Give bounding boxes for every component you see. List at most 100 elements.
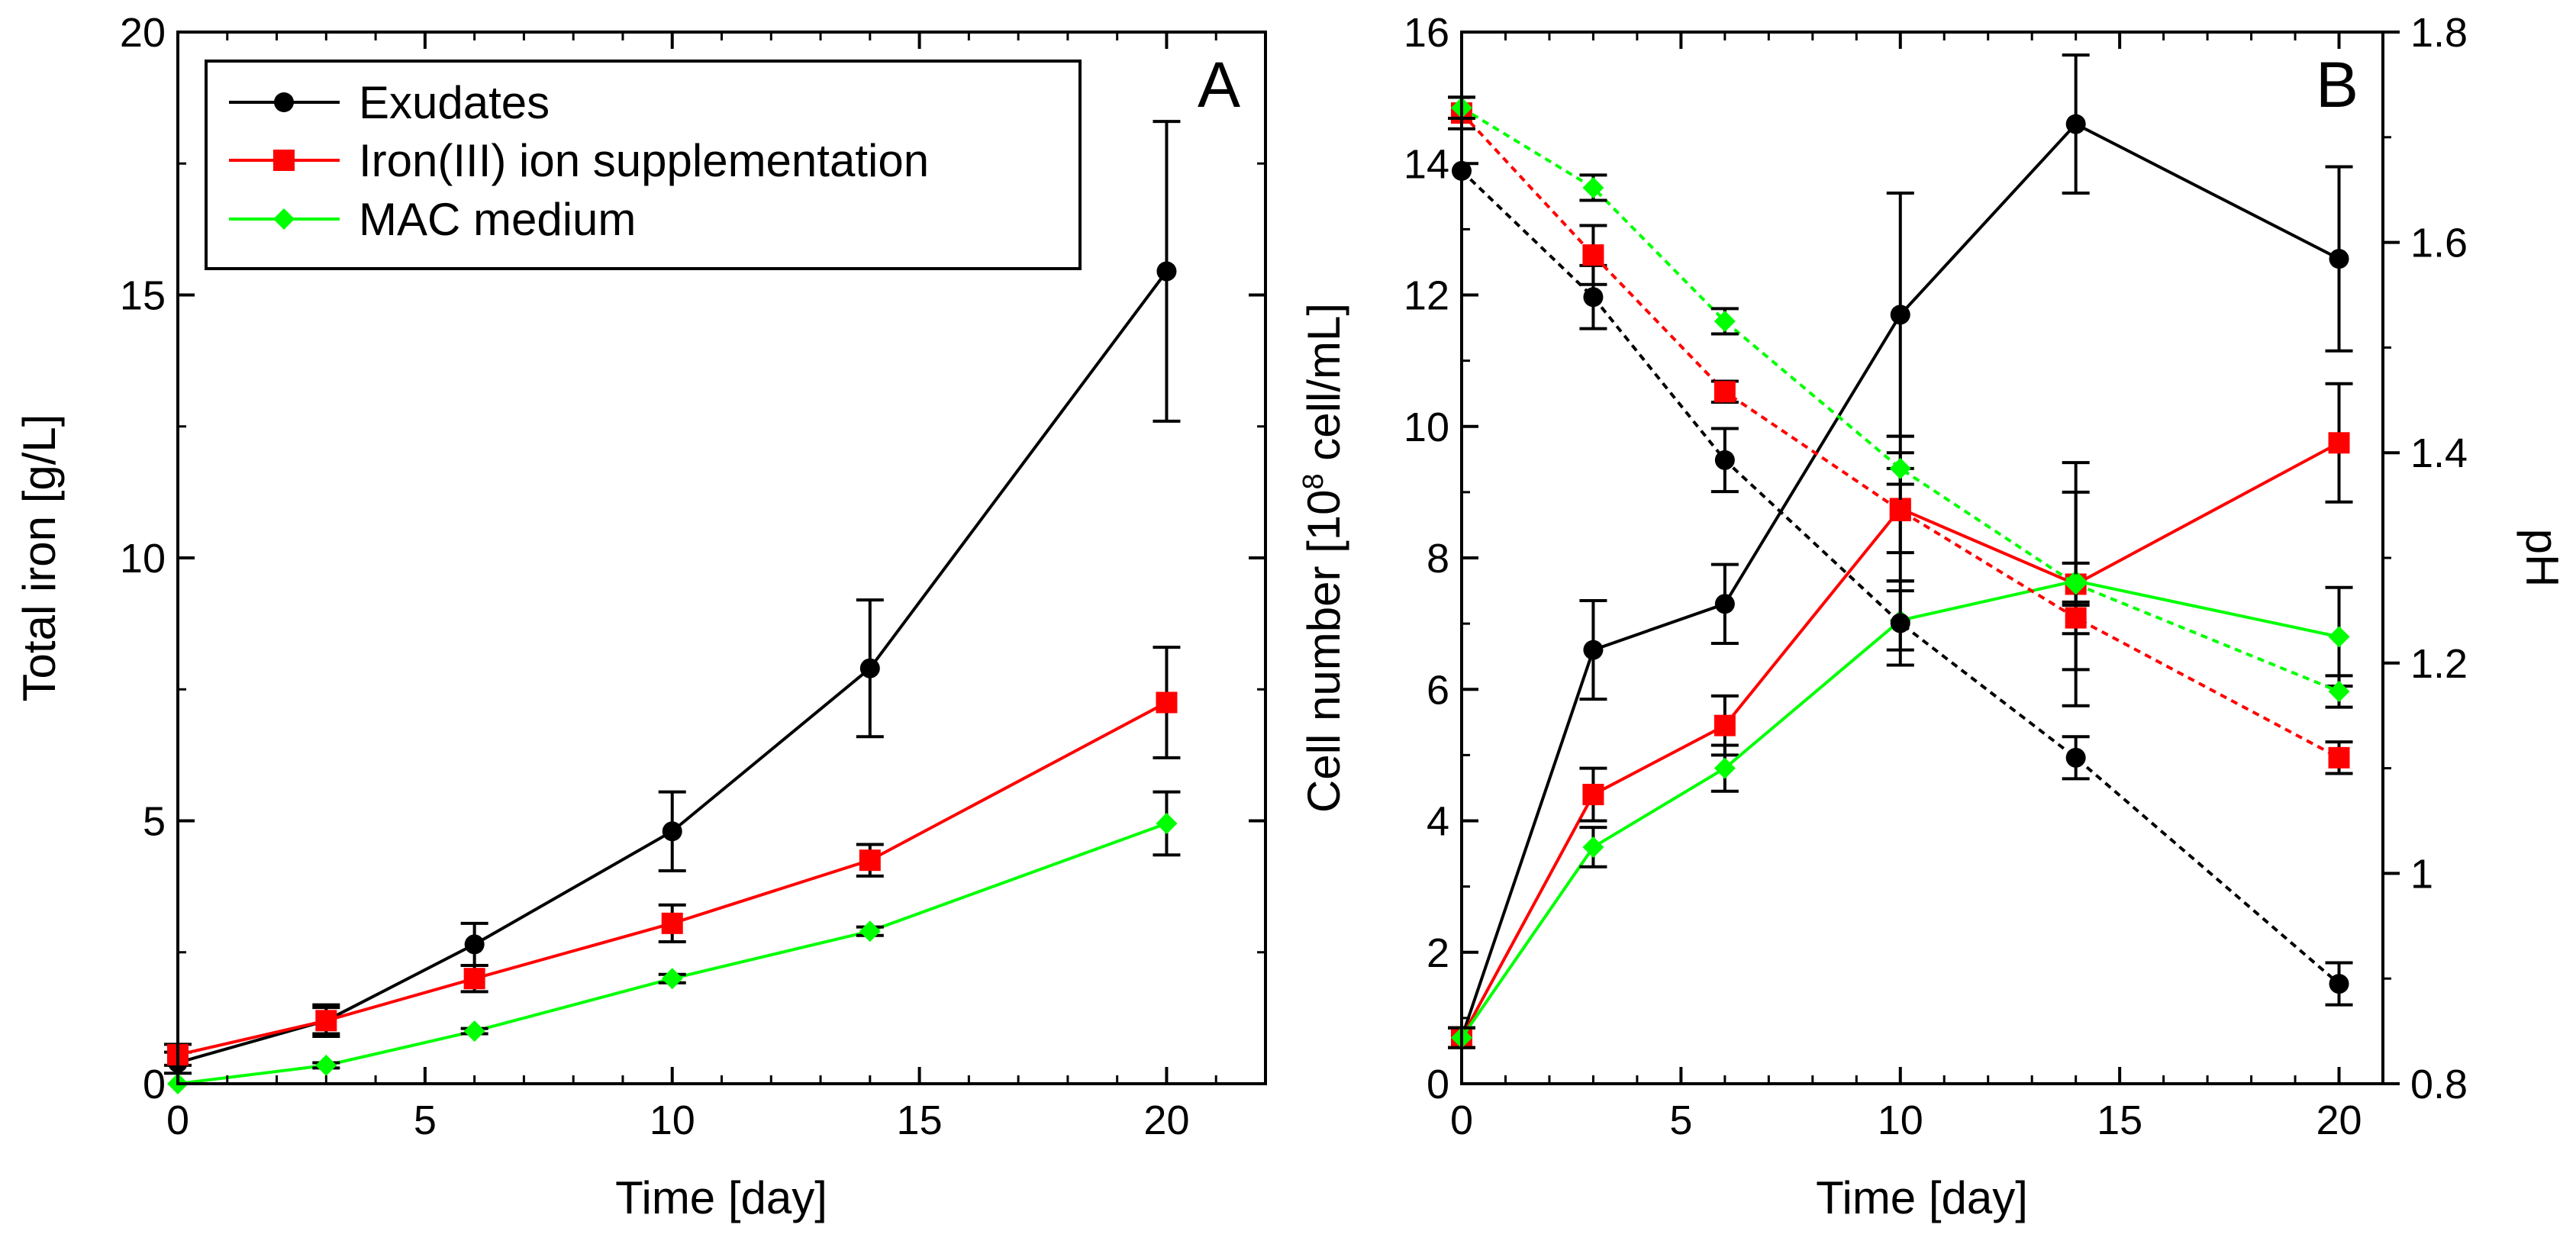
panel-b-y2-tick-label: 1.2: [2410, 641, 2468, 687]
panel-b-y-axis-title-suffix: cell/mL]: [1298, 303, 1349, 473]
panel-b-point-exudates-ph: [1890, 613, 1910, 633]
panel-a-line-mac-medium: [177, 822, 1168, 1085]
panel-b-point-iron-iii-ion-supplementation-cell-number: [2328, 432, 2350, 454]
panel-b: 0 5 10 15 20 0 2 4 6 8 10 12 14 16 0.8 1 1.2 1.4 1.6 1.8 Ti…: [1298, 10, 2568, 1223]
panel-b-y-axis-title: Cell number [108 cell/mL]: [1298, 303, 1349, 813]
panel-b-point-mac-medium-ph: [2065, 573, 2087, 595]
panel-b-x-axis-title: Time [day]: [1816, 1172, 2028, 1223]
panel-b-y2-tick-label: 1.6: [2410, 221, 2468, 266]
legend-marker-mac-medium: [273, 208, 295, 230]
panel-b-point-mac-medium-cell-number: [1714, 757, 1736, 779]
panel-b-line-mac-medium-ph: [1460, 106, 2340, 693]
panel-b-y-tick-label: 16: [1404, 10, 1449, 56]
panel-b-point-exudates-ph: [1714, 450, 1735, 470]
legend-label-exudates: Exudates: [359, 77, 550, 128]
legend-marker-iron-supplementation: [273, 150, 295, 171]
panel-a-line-exudates: [177, 270, 1169, 1065]
legend-label-mac-medium: MAC medium: [359, 194, 636, 245]
panel-b-y2-tick-label: 0.8: [2410, 1062, 2468, 1107]
panel-b-y-axis-title-exponent: 8: [1298, 473, 1330, 489]
panel-b-point-exudates-cell-number: [1583, 640, 1604, 660]
panel-b-point-mac-medium-ph: [1889, 457, 1911, 479]
panel-a-series-mac-medium: [167, 790, 1181, 1094]
panel-b-y2-tick-label: 1.8: [2410, 10, 2468, 56]
legend-item-iron-supplementation: Iron(III) ion supplementation: [229, 135, 929, 186]
panel-b-y-tick-label: 2: [1427, 930, 1449, 976]
panel-b-y2-axis-title: pH: [2516, 529, 2568, 588]
panel-b-y-axis-title-prefix: Cell number [10: [1298, 489, 1349, 813]
panel-a-point-iron-iii-ion-supplementation: [463, 968, 485, 990]
panel-a-point-exudates: [859, 658, 880, 678]
panel-b-y-tick-label: 14: [1404, 141, 1449, 187]
panel-a-point-mac-medium: [661, 968, 683, 990]
panel-b-x-tick-label: 10: [1878, 1097, 1923, 1143]
panel-a-y-axis-title: Total iron [g/L]: [14, 414, 65, 702]
panel-b-series-exudates-ph: [1452, 160, 2353, 1007]
panel-a-y-tick-label: 5: [143, 799, 166, 845]
panel-a-y-tick-label: 10: [120, 536, 166, 582]
panel-b-line-iron-iii-ion-supplementation-cell-number: [1460, 441, 2340, 1039]
legend-label-iron-supplementation: Iron(III) ion supplementation: [359, 135, 929, 186]
panel-b-y-tick-label: 4: [1427, 799, 1449, 845]
panel-b-y-tick-label: 8: [1427, 536, 1449, 582]
panel-a-x-tick-label: 5: [414, 1097, 437, 1143]
panel-a-ticks: 0 5 10 15 20 0 5 10 15 20: [120, 10, 1267, 1143]
panel-a-x-axis-title: Time [day]: [615, 1172, 827, 1223]
panel-b-y2-tick-label: 1: [2410, 851, 2433, 897]
panel-a-point-mac-medium: [859, 920, 881, 943]
panel-b-point-exudates-ph: [2065, 747, 2086, 768]
panel-a-label: A: [1198, 49, 1240, 121]
panel-a-series: [164, 120, 1181, 1094]
legend-item-exudates: Exudates: [229, 77, 550, 128]
panel-b-point-iron-iii-ion-supplementation-cell-number: [1582, 784, 1604, 806]
panel-a-line-iron-iii-ion-supplementation: [177, 701, 1168, 1057]
panel-b-y-tick-label: 6: [1427, 667, 1449, 713]
legend-item-mac-medium: MAC medium: [229, 194, 636, 245]
panel-b-series-iron-iii-ion-supplementation-cell-number: [1448, 382, 2353, 1049]
panel-a-point-iron-iii-ion-supplementation: [661, 912, 683, 934]
panel-b-ticks: 0 5 10 15 20 0 2 4 6 8 10 12 14 16 0.8 1 1.2 1.4 1.6 1.8: [1404, 10, 2468, 1143]
panel-b-point-iron-iii-ion-supplementation-ph: [1889, 499, 1911, 521]
panel-a-point-iron-iii-ion-supplementation: [315, 1010, 337, 1032]
panel-a-y-tick-label: 0: [143, 1062, 166, 1107]
panel-b-point-exudates-ph: [2329, 974, 2349, 994]
panel-b-point-iron-iii-ion-supplementation-ph: [2328, 746, 2350, 769]
panel-a-x-tick-label: 20: [1143, 1097, 1189, 1143]
panel-a-y-tick-label: 20: [120, 10, 166, 56]
panel-b-point-iron-iii-ion-supplementation-ph: [1714, 381, 1736, 403]
panel-b-point-iron-iii-ion-supplementation-ph: [2065, 607, 2087, 629]
panel-b-label: B: [2316, 49, 2358, 121]
panel-b-x-tick-label: 15: [2097, 1097, 2142, 1143]
panel-a-point-iron-iii-ion-supplementation: [1156, 691, 1178, 714]
panel-b-line-mac-medium-cell-number: [1460, 579, 2339, 1039]
panel-b-y-tick-label: 0: [1427, 1062, 1449, 1107]
panel-a-x-tick-label: 0: [166, 1097, 189, 1143]
panel-b-x-tick-label: 5: [1669, 1097, 1692, 1143]
panel-a-y-tick-label: 15: [120, 273, 166, 319]
panel-b-series: [1448, 53, 2353, 1049]
panel-b-y-tick-label: 10: [1404, 404, 1449, 450]
legend: Exudates Iron(III) ion supplementation M…: [205, 60, 1082, 270]
panel-a-x-tick-label: 15: [897, 1097, 943, 1143]
panel-b-y2-tick-label: 1.4: [2410, 430, 2468, 476]
panel-a-x-tick-label: 10: [650, 1097, 695, 1143]
panel-b-point-exudates-cell-number: [1714, 594, 1735, 614]
panel-b-point-mac-medium-cell-number: [1582, 836, 1604, 858]
panel-b-point-exudates-cell-number: [2329, 249, 2349, 269]
legend-box: [205, 60, 1082, 270]
panel-a-point-mac-medium: [315, 1054, 337, 1076]
panel-a-point-exudates: [1156, 261, 1177, 282]
panel-b-point-mac-medium-ph: [2328, 681, 2350, 703]
panel-b-point-mac-medium-cell-number: [2328, 626, 2350, 648]
panel-b-point-mac-medium-ph: [1582, 176, 1604, 198]
panel-a-point-mac-medium: [1156, 812, 1178, 834]
panel-b-point-iron-iii-ion-supplementation-ph: [1582, 244, 1604, 266]
panel-b-x-tick-label: 0: [1450, 1097, 1473, 1143]
panel-a-series-iron-iii-ion-supplementation: [164, 646, 1181, 1067]
panel-b-x-tick-label: 20: [2316, 1097, 2362, 1143]
panel-a-point-mac-medium: [463, 1020, 485, 1043]
legend-marker-exudates: [274, 92, 294, 112]
panel-b-line-exudates-cell-number: [1460, 122, 2340, 1039]
panel-b-point-mac-medium-ph: [1714, 310, 1736, 332]
